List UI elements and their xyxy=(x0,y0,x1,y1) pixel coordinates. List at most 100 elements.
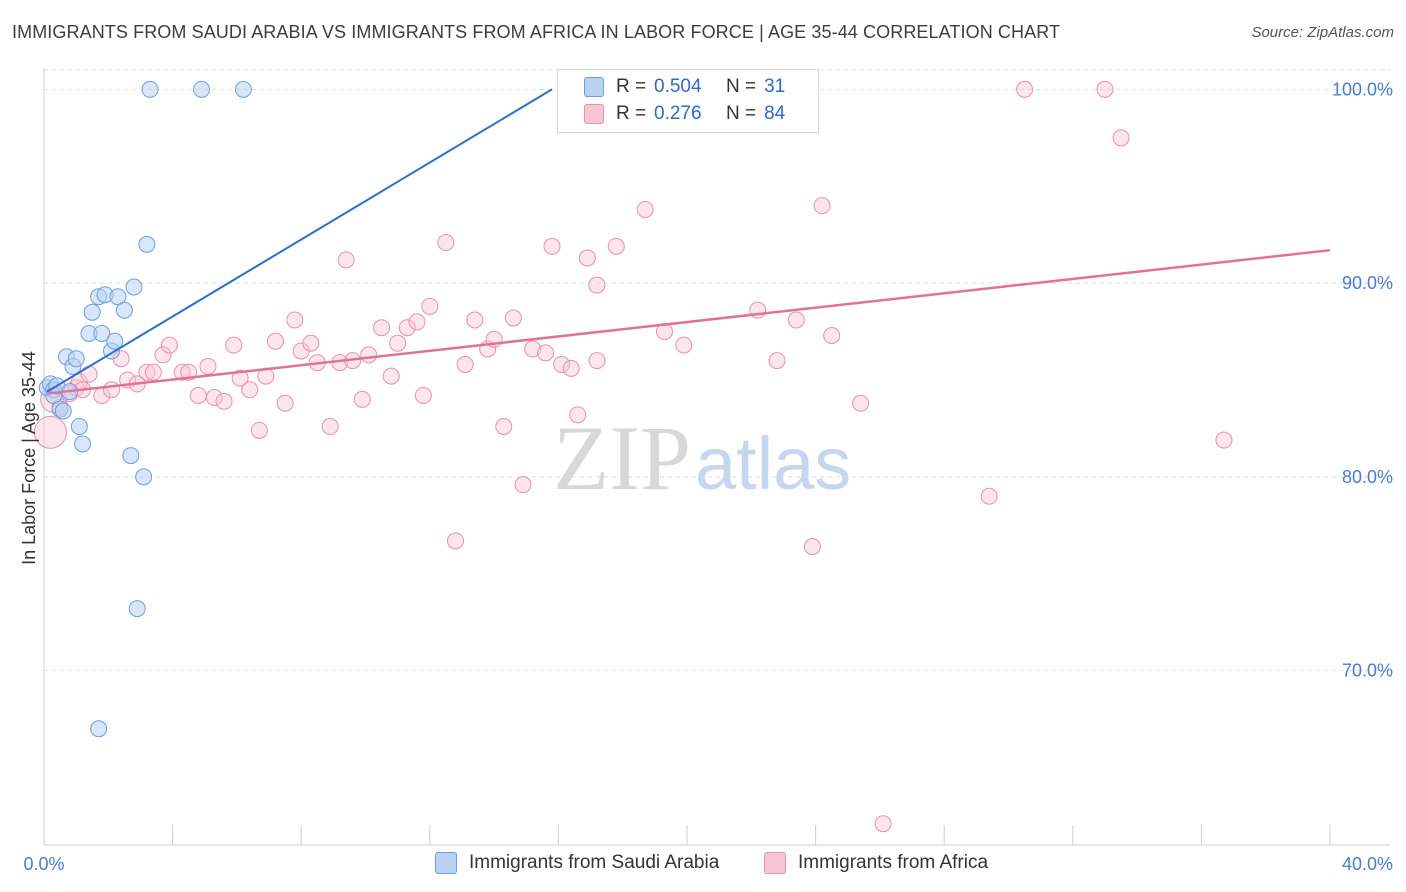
saudi-arabia-point xyxy=(135,468,153,486)
africa-point xyxy=(250,421,268,439)
africa-point xyxy=(80,365,98,383)
n-value: 31 xyxy=(764,76,786,97)
chart-title: IMMIGRANTS FROM SAUDI ARABIA VS IMMIGRAN… xyxy=(12,22,1061,42)
africa-point xyxy=(1112,129,1130,147)
saudi-arabia-point xyxy=(109,288,127,306)
saudi-swatch xyxy=(584,77,604,97)
n-label: N = xyxy=(726,103,757,124)
africa-points xyxy=(33,80,1233,833)
saudi-arabia-point xyxy=(115,301,133,319)
source-label: Source: ZipAtlas.com xyxy=(1251,24,1394,41)
africa-point xyxy=(495,418,513,435)
saudi-arabia-point xyxy=(193,80,211,98)
africa-point xyxy=(553,356,571,373)
africa-point xyxy=(173,363,191,381)
africa-point xyxy=(675,336,693,354)
stats-legend: R = 0.504 N = 31 R = 0.276 N = 84 xyxy=(557,69,819,133)
stats-row-africa: R = 0.276 N = 84 xyxy=(584,101,785,127)
africa-point xyxy=(466,311,484,329)
africa-point xyxy=(215,392,233,410)
africa-point xyxy=(1016,80,1034,98)
legend-label-africa: Immigrants from Africa xyxy=(798,852,989,873)
africa-point xyxy=(276,394,294,412)
saudi-arabia-point xyxy=(54,402,72,420)
saudi-arabia-point xyxy=(83,303,101,321)
africa-point xyxy=(456,356,474,373)
africa-point xyxy=(537,344,555,362)
africa-point xyxy=(286,311,304,329)
saudi-arabia-point xyxy=(141,80,159,98)
saudi-arabia-point xyxy=(106,332,124,350)
legend-item-saudi: Immigrants from Saudi Arabia xyxy=(435,852,719,874)
africa-point xyxy=(852,394,870,412)
saudi-arabia-point xyxy=(125,278,143,296)
x-tick-label: 0.0% xyxy=(23,854,64,874)
africa-trend-line xyxy=(47,248,1331,395)
series-legend: Immigrants from Saudi Arabia Immigrants … xyxy=(0,852,1406,880)
r-label: R = xyxy=(616,103,647,124)
africa-point xyxy=(514,476,532,494)
africa-point xyxy=(588,352,606,370)
africa-point xyxy=(562,359,580,377)
africa-point xyxy=(414,387,432,404)
africa-point xyxy=(543,237,561,255)
saudi-arabia-point xyxy=(70,418,88,435)
saudi-arabia-point xyxy=(122,447,140,465)
africa-swatch xyxy=(584,104,604,124)
saudi-arabia-point xyxy=(128,600,146,618)
africa-point xyxy=(524,340,542,358)
africa-point xyxy=(160,336,178,354)
legend-item-africa: Immigrants from Africa xyxy=(764,852,988,874)
africa-point xyxy=(421,297,439,315)
stats-row-saudi: R = 0.504 N = 31 xyxy=(584,74,785,100)
africa-point xyxy=(447,532,465,550)
saudi-legend-swatch xyxy=(435,852,457,874)
y-tick-label: 70.0% xyxy=(1342,661,1393,681)
y-tick-label: 90.0% xyxy=(1342,273,1393,293)
africa-point xyxy=(504,309,522,327)
watermark: ZIPatlas xyxy=(553,405,851,511)
africa-point xyxy=(787,311,805,329)
africa-point xyxy=(138,363,156,381)
n-value: 84 xyxy=(764,103,786,124)
tick-labels: 70.0% 80.0% 90.0% 100.0% 0.0% 40.0% xyxy=(23,79,1393,874)
africa-legend-swatch xyxy=(764,852,786,874)
africa-point xyxy=(360,346,378,364)
africa-point xyxy=(398,319,416,337)
africa-point xyxy=(803,538,821,556)
africa-point xyxy=(33,415,67,449)
africa-point xyxy=(205,388,223,406)
r-value: 0.504 xyxy=(654,76,702,97)
africa-point xyxy=(302,334,320,352)
x-tick-label: 40.0% xyxy=(1342,854,1393,874)
africa-point xyxy=(266,332,284,350)
r-value: 0.276 xyxy=(654,103,702,124)
watermark-zip: ZIP xyxy=(553,407,691,509)
africa-point xyxy=(1096,80,1114,98)
africa-point xyxy=(337,251,355,269)
r-label: R = xyxy=(616,76,647,97)
saudi-arabia-points xyxy=(38,80,252,738)
africa-point xyxy=(813,197,831,215)
africa-point xyxy=(578,249,596,267)
legend-label-saudi: Immigrants from Saudi Arabia xyxy=(469,852,720,873)
y-tick-label: 100.0% xyxy=(1332,79,1393,99)
africa-point xyxy=(373,319,391,337)
africa-point xyxy=(382,367,400,385)
watermark-atlas: atlas xyxy=(695,422,852,505)
africa-point xyxy=(437,233,455,251)
trend-lines xyxy=(46,88,1331,395)
africa-point xyxy=(231,369,249,387)
africa-point xyxy=(588,276,606,294)
saudi-arabia-point xyxy=(74,435,92,453)
africa-point xyxy=(1215,431,1233,449)
africa-point xyxy=(103,381,121,399)
saudi-arabia-point xyxy=(67,350,85,368)
africa-point xyxy=(569,406,587,424)
y-axis-label: In Labor Force | Age 35-44 xyxy=(19,351,39,565)
africa-point xyxy=(225,336,243,354)
n-label: N = xyxy=(726,76,757,97)
africa-point xyxy=(768,352,786,370)
africa-point xyxy=(408,313,426,331)
